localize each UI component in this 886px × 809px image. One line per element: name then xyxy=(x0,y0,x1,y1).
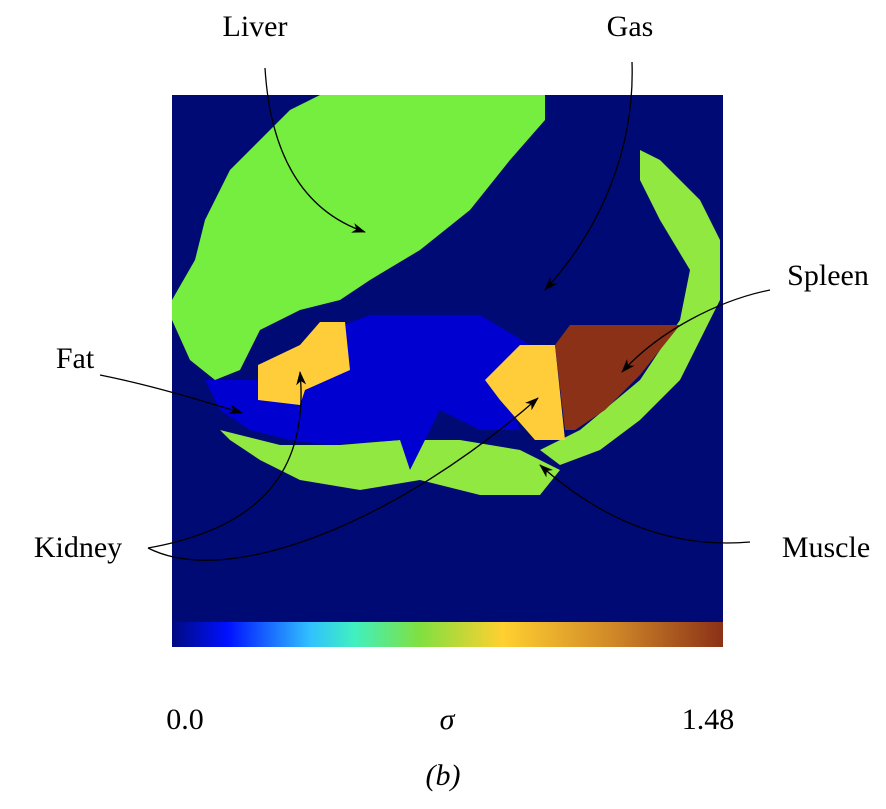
colorbar-min-label: 0.0 xyxy=(166,703,204,736)
colorbar-max-label: 1.48 xyxy=(682,703,735,736)
colorbar xyxy=(172,622,723,647)
gas-label: Gas xyxy=(607,10,654,43)
colorbar-symbol: σ xyxy=(440,703,456,736)
figure: Liver Gas Spleen Fat Kidney Muscle 0.0 σ… xyxy=(0,0,886,809)
liver-label: Liver xyxy=(223,10,288,43)
spleen-label: Spleen xyxy=(787,259,869,292)
muscle-label: Muscle xyxy=(782,531,870,564)
fat-label: Fat xyxy=(56,342,95,375)
tissue-map xyxy=(172,95,723,647)
caption: (b) xyxy=(426,759,461,792)
kidney-label: Kidney xyxy=(34,531,122,564)
